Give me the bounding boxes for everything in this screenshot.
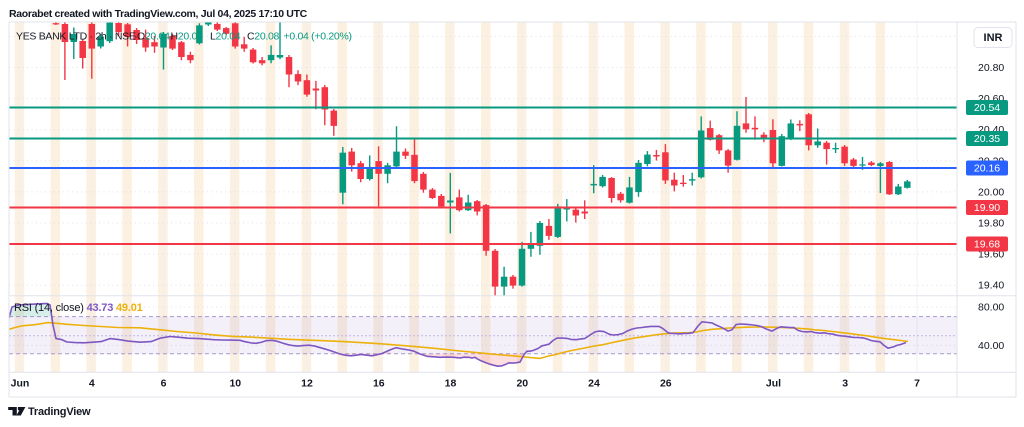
svg-text:YES BANK LTD · 2h · NSE: YES BANK LTD · 2h · NSE xyxy=(16,31,136,43)
svg-text:H20.08: H20.08 xyxy=(171,31,204,43)
svg-text:L20.04: L20.04 xyxy=(210,31,241,43)
svg-text:26: 26 xyxy=(660,378,672,390)
svg-text:19.68: 19.68 xyxy=(974,239,1000,251)
svg-text:·: · xyxy=(134,31,137,43)
svg-text:19.90: 19.90 xyxy=(974,202,1000,214)
svg-text:Jun: Jun xyxy=(11,378,30,390)
svg-text:RSI (14, close) 43.73 49.01: RSI (14, close) 43.73 49.01 xyxy=(14,302,143,314)
svg-text:18: 18 xyxy=(445,378,457,390)
svg-text:19.80: 19.80 xyxy=(978,218,1004,230)
svg-text:20.00: 20.00 xyxy=(978,186,1004,198)
svg-text:10: 10 xyxy=(229,378,241,390)
svg-text:O20.04: O20.04 xyxy=(137,31,170,43)
svg-text:24: 24 xyxy=(588,378,600,390)
svg-text:7: 7 xyxy=(914,378,920,390)
svg-text:20: 20 xyxy=(516,378,528,390)
svg-text:80.00: 80.00 xyxy=(978,302,1004,314)
svg-text:20.16: 20.16 xyxy=(974,163,1000,175)
svg-text:20.54: 20.54 xyxy=(974,102,1000,114)
svg-text:19.40: 19.40 xyxy=(978,280,1004,292)
svg-text:INR: INR xyxy=(984,32,1003,44)
svg-text:12: 12 xyxy=(301,378,313,390)
svg-text:4: 4 xyxy=(89,378,95,390)
svg-text:C20.08: C20.08 xyxy=(247,31,280,43)
svg-text:20.80: 20.80 xyxy=(978,62,1004,74)
svg-text:19.60: 19.60 xyxy=(978,249,1004,261)
svg-text:40.00: 40.00 xyxy=(978,340,1004,352)
svg-text:3: 3 xyxy=(842,378,848,390)
svg-text:+0.04 (+0.20%): +0.04 (+0.20%) xyxy=(284,31,352,43)
svg-text:6: 6 xyxy=(161,378,167,390)
svg-text:16: 16 xyxy=(373,378,385,390)
svg-text:Jul: Jul xyxy=(766,378,781,390)
svg-text:TradingView: TradingView xyxy=(28,406,91,418)
svg-text:Raorabet created with TradingV: Raorabet created with TradingView.com, J… xyxy=(9,8,308,20)
svg-text:20.35: 20.35 xyxy=(974,133,1000,145)
